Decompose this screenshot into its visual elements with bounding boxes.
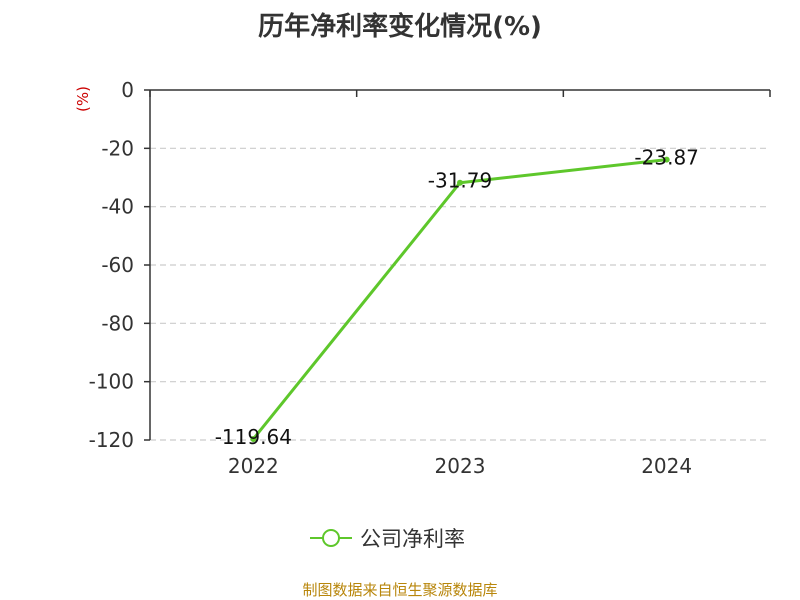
y-tick-label: -20	[101, 136, 134, 160]
legend: 公司净利率	[310, 521, 465, 555]
series-line	[252, 158, 667, 440]
y-tick-label: 0	[121, 78, 134, 102]
data-point	[663, 156, 670, 163]
legend-line-marker-icon	[310, 529, 352, 547]
x-tick-label: 2024	[641, 454, 692, 478]
data-point	[457, 179, 463, 186]
data-source-note: 制图数据来自恒生聚源数据库	[302, 581, 498, 599]
y-tick-label: -60	[101, 253, 134, 277]
x-tick-label: 2022	[228, 454, 279, 478]
y-tick-label: -80	[101, 311, 134, 335]
data-point	[250, 435, 257, 442]
x-tick-label: 2023	[435, 454, 486, 478]
chart-title: 历年净利率变化情况(%)	[258, 12, 542, 42]
y-tick-label: -100	[89, 370, 134, 394]
y-tick-label: -120	[89, 428, 134, 452]
legend-label: 公司净利率	[360, 527, 465, 551]
data-label: -31.79	[428, 169, 492, 193]
data-label: -23.87	[634, 146, 698, 170]
data-label: -119.64	[215, 425, 292, 449]
y-tick-label: -40	[101, 195, 134, 219]
